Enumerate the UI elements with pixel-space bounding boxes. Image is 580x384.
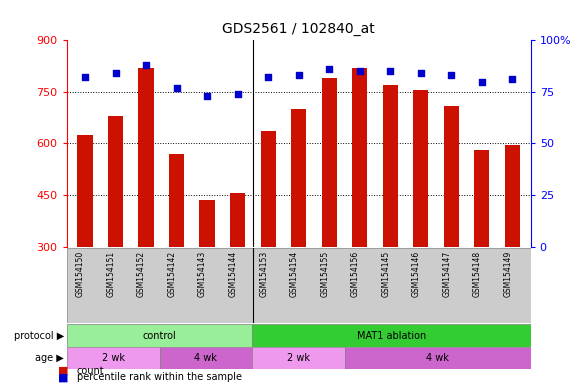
Point <box>447 72 456 78</box>
Text: GSM154147: GSM154147 <box>443 251 451 297</box>
Point <box>202 93 212 99</box>
Bar <box>67 248 531 323</box>
Point <box>355 68 364 74</box>
Point <box>294 72 303 78</box>
Bar <box>67 347 160 369</box>
Bar <box>200 200 215 350</box>
Text: GSM154143: GSM154143 <box>198 251 207 297</box>
Text: GSM154156: GSM154156 <box>351 251 360 297</box>
Text: MAT1 ablation: MAT1 ablation <box>357 331 426 341</box>
Bar <box>67 324 252 347</box>
Point <box>233 91 242 97</box>
Text: percentile rank within the sample: percentile rank within the sample <box>77 372 241 382</box>
Text: GSM154148: GSM154148 <box>473 251 482 297</box>
Point <box>477 78 487 84</box>
Text: GSM154155: GSM154155 <box>320 251 329 297</box>
Point <box>325 66 334 72</box>
Bar <box>444 106 459 350</box>
Bar <box>252 347 345 369</box>
Text: ■: ■ <box>58 372 68 382</box>
Bar <box>230 193 245 350</box>
Bar <box>413 90 429 350</box>
Bar <box>345 347 531 369</box>
Bar <box>352 68 367 350</box>
Point <box>111 70 120 76</box>
Text: protocol ▶: protocol ▶ <box>13 331 64 341</box>
Text: 2 wk: 2 wk <box>102 353 125 363</box>
Bar <box>321 78 337 350</box>
Bar <box>252 324 531 347</box>
Point <box>142 62 151 68</box>
Point <box>172 85 181 91</box>
Text: GDS2561 / 102840_at: GDS2561 / 102840_at <box>222 23 375 36</box>
Point <box>416 70 426 76</box>
Text: GSM154149: GSM154149 <box>503 251 512 297</box>
Point <box>508 76 517 83</box>
Text: GSM154142: GSM154142 <box>168 251 176 297</box>
Bar <box>291 109 306 350</box>
Point <box>263 74 273 81</box>
Text: GSM154145: GSM154145 <box>381 251 390 297</box>
Bar <box>139 68 154 350</box>
Point <box>386 68 395 74</box>
Text: 4 wk: 4 wk <box>194 353 218 363</box>
Bar <box>260 131 276 350</box>
Text: 4 wk: 4 wk <box>426 353 450 363</box>
Text: GSM154152: GSM154152 <box>137 251 146 297</box>
Text: GSM154144: GSM154144 <box>229 251 238 297</box>
Text: GSM154154: GSM154154 <box>289 251 299 297</box>
Text: GSM154150: GSM154150 <box>76 251 85 297</box>
Text: GSM154146: GSM154146 <box>412 251 421 297</box>
Text: age ▶: age ▶ <box>35 353 64 363</box>
Text: control: control <box>143 331 176 341</box>
Bar <box>108 116 123 350</box>
Text: count: count <box>77 366 104 376</box>
Bar <box>505 145 520 350</box>
Text: ■: ■ <box>58 366 68 376</box>
Text: GSM154151: GSM154151 <box>107 251 115 297</box>
Bar <box>77 135 93 350</box>
Bar <box>474 150 490 350</box>
Point <box>81 74 90 81</box>
Bar <box>169 154 184 350</box>
Text: GSM154153: GSM154153 <box>259 251 268 297</box>
Bar <box>383 85 398 350</box>
Text: 2 wk: 2 wk <box>287 353 310 363</box>
Bar <box>160 347 252 369</box>
